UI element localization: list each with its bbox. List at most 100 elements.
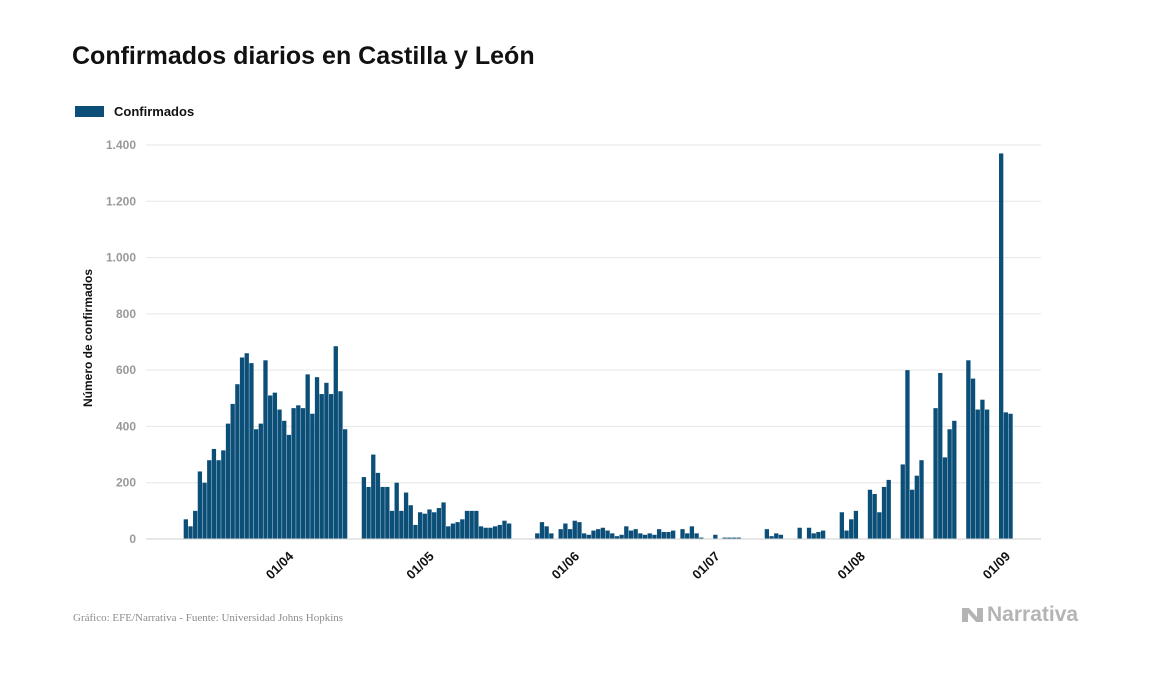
bar bbox=[389, 510, 395, 539]
bar bbox=[272, 392, 278, 539]
bar bbox=[478, 526, 484, 539]
y-tick-label: 800 bbox=[116, 307, 136, 321]
bar bbox=[839, 512, 845, 539]
bar bbox=[736, 537, 741, 539]
bar bbox=[816, 531, 821, 539]
bar bbox=[1003, 412, 1009, 539]
bar bbox=[811, 533, 816, 539]
bar bbox=[652, 534, 657, 539]
bar bbox=[422, 513, 427, 539]
bar bbox=[886, 479, 891, 539]
narrativa-logo-icon bbox=[962, 608, 983, 622]
bar bbox=[183, 519, 188, 539]
bar bbox=[417, 512, 423, 539]
bar bbox=[197, 471, 203, 539]
bar bbox=[610, 533, 615, 539]
bar bbox=[713, 534, 718, 539]
bar bbox=[296, 405, 301, 539]
bar bbox=[324, 382, 329, 539]
bar bbox=[642, 534, 648, 539]
y-tick-label: 1.200 bbox=[106, 194, 136, 208]
bar bbox=[333, 346, 338, 539]
bar bbox=[624, 526, 629, 539]
bar bbox=[952, 420, 957, 539]
chart-title: Confirmados diarios en Castilla y León bbox=[72, 42, 535, 70]
bar bbox=[535, 533, 540, 539]
bar bbox=[268, 395, 273, 539]
bar bbox=[933, 408, 938, 539]
bar bbox=[342, 429, 348, 539]
y-tick-label: 200 bbox=[116, 476, 136, 490]
bar bbox=[628, 530, 634, 539]
bar bbox=[666, 531, 671, 539]
bar bbox=[661, 531, 666, 539]
bar bbox=[300, 408, 306, 539]
bar bbox=[450, 523, 456, 539]
legend-label: Confirmados bbox=[114, 104, 195, 119]
bar bbox=[581, 533, 587, 539]
bar bbox=[253, 429, 259, 539]
bar bbox=[966, 360, 971, 539]
bar bbox=[436, 508, 442, 539]
bar bbox=[361, 477, 367, 539]
bar bbox=[286, 434, 292, 539]
bar bbox=[539, 522, 545, 539]
bar bbox=[586, 534, 591, 539]
y-tick-label: 600 bbox=[116, 363, 136, 377]
bar bbox=[970, 378, 976, 539]
bar bbox=[881, 486, 887, 539]
source-note: Gráfico: EFE/Narrativa - Fuente: Univers… bbox=[73, 612, 344, 624]
bar bbox=[455, 522, 460, 539]
bar bbox=[633, 529, 638, 539]
bar bbox=[328, 394, 334, 539]
bar bbox=[291, 408, 296, 539]
legend-swatch bbox=[75, 106, 104, 117]
bar bbox=[853, 510, 859, 539]
bar bbox=[572, 520, 577, 539]
bar bbox=[249, 363, 254, 539]
bar bbox=[483, 527, 488, 539]
bar bbox=[689, 526, 695, 539]
bar bbox=[900, 464, 905, 539]
bar bbox=[502, 520, 507, 539]
bar bbox=[282, 420, 287, 539]
bar bbox=[947, 429, 952, 539]
bar bbox=[225, 423, 231, 539]
bar bbox=[872, 493, 877, 539]
y-tick-label: 1.400 bbox=[106, 138, 136, 152]
bar bbox=[474, 510, 479, 539]
bar bbox=[905, 370, 910, 539]
legend: Confirmados bbox=[75, 104, 194, 119]
bar bbox=[211, 448, 217, 539]
bar bbox=[877, 512, 882, 539]
bar bbox=[647, 533, 652, 539]
bar bbox=[699, 537, 704, 539]
bar bbox=[235, 384, 240, 539]
bar bbox=[408, 505, 413, 539]
bar bbox=[909, 489, 915, 539]
bar bbox=[867, 489, 873, 539]
y-tick-label: 0 bbox=[129, 532, 136, 546]
bar bbox=[591, 530, 596, 539]
bar bbox=[984, 409, 990, 539]
bar bbox=[980, 399, 985, 539]
bar bbox=[506, 523, 512, 539]
bar bbox=[188, 526, 193, 539]
bar bbox=[263, 360, 268, 539]
bar bbox=[202, 482, 207, 539]
bar bbox=[844, 530, 849, 539]
bar bbox=[596, 529, 601, 539]
bar bbox=[305, 374, 310, 539]
bar bbox=[403, 492, 409, 539]
bar bbox=[413, 524, 418, 539]
bar bbox=[464, 510, 470, 539]
y-axis-label: Número de confirmados bbox=[81, 269, 95, 407]
bar bbox=[432, 512, 437, 539]
bar bbox=[207, 460, 212, 539]
bar bbox=[806, 527, 812, 539]
bar bbox=[427, 509, 432, 539]
bar bbox=[310, 413, 315, 539]
bar bbox=[764, 529, 770, 539]
bar bbox=[778, 534, 784, 539]
bar bbox=[797, 527, 802, 539]
